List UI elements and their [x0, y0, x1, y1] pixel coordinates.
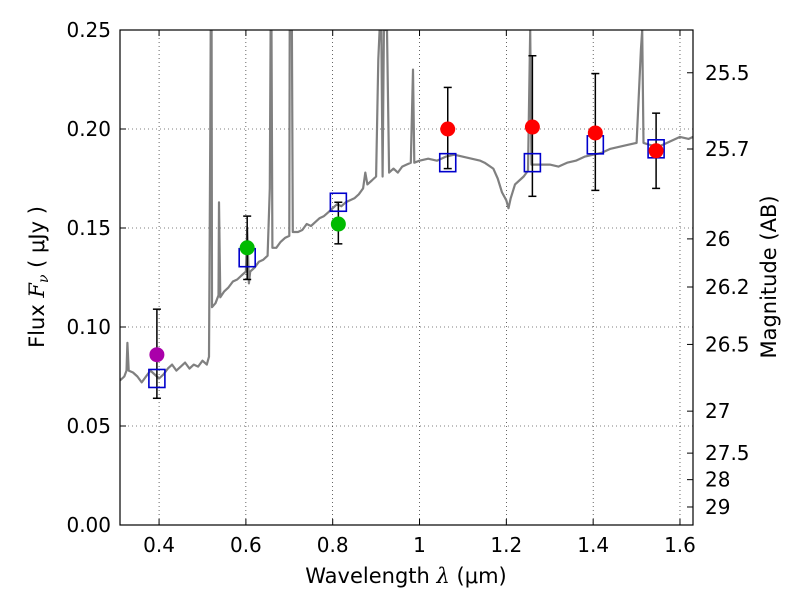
observed-point	[587, 125, 603, 141]
y2-tick-label: 25.7	[705, 137, 750, 161]
y-tick-label: 0.05	[66, 414, 111, 438]
x-tick-label: 1.6	[664, 533, 696, 557]
observed-point	[149, 347, 165, 363]
y2-axis-ticks: 25.5 25.7 26 26.2 26.5 27 27.5 28 29	[687, 61, 750, 519]
model-square-marker	[148, 368, 166, 389]
model-square-marker	[523, 152, 542, 173]
y2-tick-label: 26.2	[705, 275, 750, 299]
y2-tick-label: 26	[705, 227, 730, 251]
x-tick-label: 1.2	[490, 533, 522, 557]
x-axis-ticks: 0.4 0.6 0.8 1 1.2 1.4 1.6	[143, 30, 696, 557]
observed-point	[239, 240, 255, 256]
y-tick-label: 0.20	[66, 117, 111, 141]
y2-axis-title: Magnitude (AB)	[757, 195, 781, 358]
y-axis-ticks: 0.00 0.05 0.10 0.15 0.20 0.25	[66, 18, 126, 537]
observed-point	[524, 119, 540, 135]
x-tick-label: 0.8	[317, 533, 349, 557]
observed-point	[330, 216, 346, 232]
y-tick-label: 0.15	[66, 216, 111, 240]
y2-tick-label: 25.5	[705, 61, 750, 85]
x-tick-label: 1.4	[577, 533, 609, 557]
x-tick-label: 0.6	[230, 533, 262, 557]
y2-tick-label: 26.5	[705, 332, 750, 356]
plot-frame	[119, 29, 694, 526]
x-tick-label: 1	[413, 533, 426, 557]
y2-tick-label: 27.5	[705, 441, 750, 465]
y-tick-label: 0.00	[66, 513, 111, 537]
observed-photometry	[149, 119, 664, 363]
plot-background	[120, 30, 693, 525]
model-square-marker	[438, 152, 457, 173]
model-square-marker	[329, 192, 348, 213]
x-tick-label: 0.4	[143, 533, 175, 557]
observed-point	[648, 143, 664, 159]
y-tick-label: 0.25	[66, 18, 111, 42]
y-axis-title: Flux Fν ( μJy )	[25, 206, 52, 348]
y2-tick-label: 29	[705, 495, 730, 519]
y2-tick-label: 28	[705, 468, 730, 492]
grid-lines	[120, 30, 693, 525]
observed-point	[440, 121, 456, 137]
y-tick-label: 0.10	[66, 315, 111, 339]
y2-tick-label: 27	[705, 399, 730, 423]
x-axis-title: Wavelength λ (μm)	[305, 564, 506, 588]
